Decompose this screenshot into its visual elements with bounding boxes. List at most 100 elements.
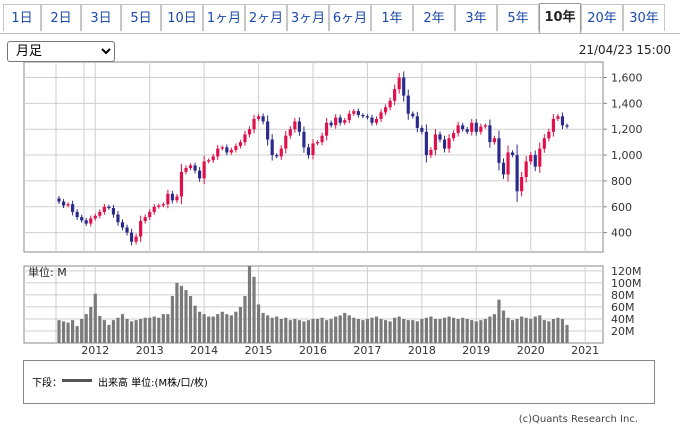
volume-bar [429, 316, 433, 343]
candle-body [424, 131, 428, 156]
candle-body [311, 143, 315, 156]
volume-legend-text: 出来高 単位:(M株/口/枚) [98, 378, 208, 389]
candle-body [402, 77, 406, 96]
volume-bar [383, 320, 388, 343]
volume-bar [361, 320, 365, 343]
candle-body [225, 147, 229, 153]
candle-body [229, 149, 233, 153]
tab-30年[interactable]: 30年 [623, 4, 665, 31]
candle-body [161, 204, 165, 206]
tab-10日[interactable]: 10日 [161, 4, 203, 31]
candle-body [356, 111, 360, 115]
tab-5年[interactable]: 5年 [497, 4, 539, 31]
x-axis: 2012 2013 2014 2015 2016 2017 2018 2019 2020 2021 [81, 344, 599, 357]
candle-body [234, 146, 238, 150]
volume-tick-label: 100M [611, 277, 642, 290]
volume-bar [565, 324, 569, 343]
candle-body [216, 148, 220, 157]
tab-1日[interactable]: 1日 [3, 4, 41, 31]
volume-bar [524, 317, 528, 343]
candle-body [388, 100, 392, 108]
volume-bar [125, 318, 129, 343]
candle-body [247, 129, 252, 135]
candle-body [111, 208, 116, 215]
volume-bar [111, 320, 116, 343]
volume-bar [506, 317, 510, 343]
tab-10年[interactable]: 10年 [539, 3, 581, 33]
x-tick-label: 2018 [408, 344, 436, 357]
candle-body [279, 148, 283, 157]
x-tick-label: 2016 [299, 344, 327, 357]
tab-2ヶ月[interactable]: 2ヶ月 [245, 4, 287, 31]
volume-bar [420, 318, 424, 343]
candle-body [202, 161, 206, 179]
volume-bar [202, 314, 206, 343]
volume-bar [456, 318, 460, 343]
candle-body [429, 149, 433, 156]
volume-bar [134, 320, 138, 343]
volume-bar [270, 317, 274, 343]
x-tick-label: 2021 [571, 344, 599, 357]
volume-bar [229, 315, 233, 343]
volume-bar [75, 326, 79, 343]
volume-bar [438, 318, 442, 343]
candle-body [188, 165, 193, 168]
x-tick-label: 2012 [81, 344, 109, 357]
volume-bar [152, 316, 156, 343]
volume-bar [470, 320, 474, 343]
tab-6ヶ月[interactable]: 6ヶ月 [329, 4, 371, 31]
copyright-notice: (c)Quants Research Inc. [518, 414, 638, 425]
candle-body [442, 139, 447, 149]
volume-bar [293, 318, 297, 343]
volume-bar [148, 317, 152, 343]
candle-body [302, 131, 306, 148]
y-tick-label: 1,200 [611, 123, 643, 136]
volume-bar [520, 316, 524, 343]
volume-bar [433, 318, 438, 343]
volume-bar [129, 321, 134, 343]
candle-body [89, 218, 93, 224]
candle-body [538, 148, 542, 167]
chart-interval-select[interactable]: 月足 [7, 41, 115, 62]
candle-body [465, 129, 469, 132]
tab-3ヶ月[interactable]: 3ヶ月 [287, 4, 329, 31]
candle-body [361, 114, 365, 117]
volume-bar [560, 318, 565, 343]
candle-body [102, 206, 106, 212]
volume-unit-label: 単位: M [28, 265, 67, 279]
tab-3日[interactable]: 3日 [81, 4, 121, 31]
candle-body [393, 89, 397, 101]
candle-body [261, 116, 265, 122]
volume-bar [179, 285, 184, 343]
volume-bar [188, 296, 193, 343]
tab-1年[interactable]: 1年 [371, 4, 413, 31]
candle-body [297, 121, 301, 132]
volume-bar [311, 318, 315, 343]
candle-body [166, 193, 170, 205]
tab-2年[interactable]: 2年 [413, 4, 455, 31]
volume-bar [266, 315, 270, 343]
volume-bar [483, 318, 487, 343]
candle-body [470, 122, 474, 132]
volume-tick-label: 80M [611, 289, 635, 302]
volume-bar [461, 317, 465, 343]
candle-body [551, 118, 555, 132]
volume-bar [402, 318, 406, 343]
volume-bar [166, 314, 170, 343]
candle-body [143, 217, 147, 221]
candle-body [125, 227, 129, 233]
candle-body [383, 107, 388, 113]
volume-bar [379, 318, 383, 343]
volume-bar [352, 317, 356, 343]
tab-1ヶ月[interactable]: 1ヶ月 [203, 4, 245, 31]
candle-body [397, 77, 401, 90]
tab-3年[interactable]: 3年 [455, 4, 497, 31]
tab-20年[interactable]: 20年 [581, 4, 623, 31]
volume-bar [492, 314, 497, 343]
candle-body [107, 206, 111, 209]
tab-5日[interactable]: 5日 [121, 4, 161, 31]
tab-2日[interactable]: 2日 [41, 4, 81, 31]
price-panel: 400 600 800 1,000 1,200 1,400 1,600 [23, 61, 643, 253]
volume-bar [279, 318, 283, 343]
volume-bar [365, 318, 370, 343]
